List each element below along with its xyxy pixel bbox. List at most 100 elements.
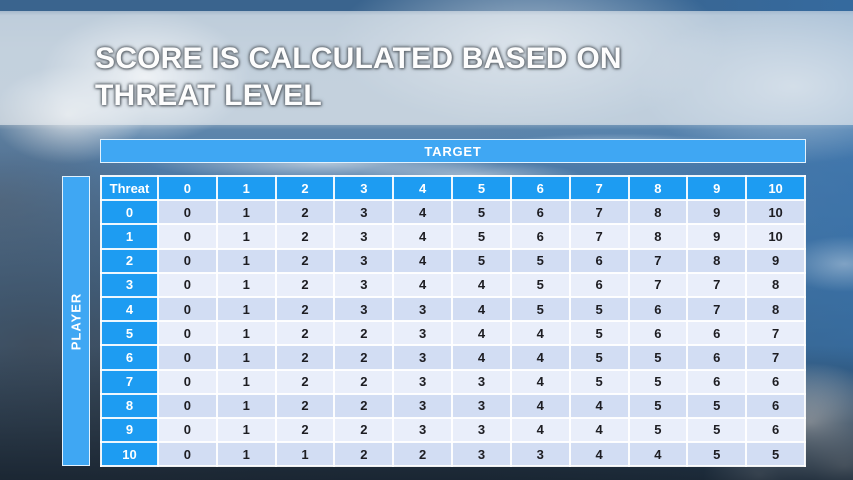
score-cell: 10 xyxy=(745,199,806,226)
score-cell: 4 xyxy=(392,271,454,298)
score-cell: 0 xyxy=(157,199,218,226)
score-cell: 4 xyxy=(568,416,630,444)
score-cell: 6 xyxy=(686,320,748,347)
player-row-header-4: 4 xyxy=(100,295,159,323)
score-cell: 9 xyxy=(686,199,748,226)
target-column-header-0: 0 xyxy=(157,174,218,202)
score-cell: 6 xyxy=(568,271,630,298)
score-cell: 3 xyxy=(333,199,395,226)
score-matrix-table: Threat 0 1 2 3 4 5 6 7 8 9 10 0 0 1 2 3 4 5 6 7 8 9 10 1 0 1 2 3 4 5 6… xyxy=(100,174,806,468)
score-cell: 0 xyxy=(157,392,218,419)
score-cell: 6 xyxy=(686,368,748,395)
score-cell: 2 xyxy=(333,344,395,371)
score-cell: 5 xyxy=(509,295,571,323)
score-cell: 4 xyxy=(509,320,571,347)
score-cell: 5 xyxy=(451,223,512,250)
score-cell: 6 xyxy=(745,416,806,444)
player-row-header-10: 10 xyxy=(100,441,159,468)
score-cell: 0 xyxy=(157,441,218,468)
score-cell: 5 xyxy=(568,344,630,371)
score-cell: 1 xyxy=(215,199,277,226)
score-cell: 3 xyxy=(392,295,454,323)
score-cell: 6 xyxy=(568,247,630,274)
score-cell: 4 xyxy=(509,368,571,395)
table-row-0: 0 0 1 2 3 4 5 6 7 8 9 10 xyxy=(100,199,806,226)
score-cell: 7 xyxy=(686,295,748,323)
target-column-header-2: 2 xyxy=(274,174,336,202)
score-cell: 0 xyxy=(157,247,218,274)
title-line-1: SCORE IS CALCULATED BASED ON xyxy=(95,42,622,75)
score-cell: 0 xyxy=(157,320,218,347)
score-cell: 5 xyxy=(568,368,630,395)
score-cell: 2 xyxy=(274,344,336,371)
score-cell: 7 xyxy=(627,247,689,274)
score-cell: 3 xyxy=(392,320,454,347)
score-cell: 4 xyxy=(392,223,454,250)
score-cell: 4 xyxy=(451,271,512,298)
score-cell: 4 xyxy=(451,344,512,371)
score-cell: 5 xyxy=(686,416,748,444)
score-cell: 5 xyxy=(627,416,689,444)
score-cell: 5 xyxy=(627,368,689,395)
title-line-2: THREAT LEVEL xyxy=(95,79,322,112)
score-cell: 3 xyxy=(333,247,395,274)
score-cell: 5 xyxy=(568,295,630,323)
score-cell: 4 xyxy=(451,320,512,347)
player-row-header-5: 5 xyxy=(100,320,159,347)
score-cell: 1 xyxy=(215,295,277,323)
score-cell: 8 xyxy=(627,199,689,226)
target-column-header-10: 10 xyxy=(745,174,806,202)
score-cell: 2 xyxy=(274,368,336,395)
score-cell: 3 xyxy=(392,392,454,419)
score-cell: 3 xyxy=(392,416,454,444)
score-cell: 3 xyxy=(392,368,454,395)
score-cell: 3 xyxy=(451,441,512,468)
score-cell: 9 xyxy=(686,223,748,250)
player-row-header-1: 1 xyxy=(100,223,159,250)
score-cell: 4 xyxy=(509,392,571,419)
target-column-header-7: 7 xyxy=(568,174,630,202)
target-column-header-1: 1 xyxy=(215,174,277,202)
score-cell: 7 xyxy=(745,320,806,347)
score-cell: 2 xyxy=(333,392,395,419)
score-cell: 0 xyxy=(157,368,218,395)
score-cell: 2 xyxy=(274,223,336,250)
score-cell: 8 xyxy=(745,271,806,298)
score-cell: 8 xyxy=(627,223,689,250)
score-cell: 2 xyxy=(274,199,336,226)
score-matrix-body: 0 0 1 2 3 4 5 6 7 8 9 10 1 0 1 2 3 4 5 6 7 8 9 10 2 0 1 2 3 4 5 5 6 7 8 9 3 0… xyxy=(100,199,806,468)
score-cell: 2 xyxy=(333,320,395,347)
score-cell: 1 xyxy=(215,247,277,274)
target-column-header-6: 6 xyxy=(509,174,571,202)
score-cell: 4 xyxy=(451,295,512,323)
score-cell: 2 xyxy=(274,295,336,323)
score-cell: 3 xyxy=(333,223,395,250)
target-axis-text: TARGET xyxy=(424,143,482,159)
score-cell: 3 xyxy=(333,271,395,298)
score-cell: 0 xyxy=(157,344,218,371)
score-cell: 0 xyxy=(157,223,218,250)
score-cell: 3 xyxy=(392,344,454,371)
score-cell: 7 xyxy=(686,271,748,298)
score-cell: 1 xyxy=(215,368,277,395)
score-cell: 0 xyxy=(157,271,218,298)
score-cell: 5 xyxy=(509,247,571,274)
title-band: SCORE IS CALCULATED BASED ON THREAT LEVE… xyxy=(0,11,853,125)
target-axis-label: TARGET xyxy=(100,139,806,163)
score-cell: 4 xyxy=(568,441,630,468)
score-cell: 5 xyxy=(686,392,748,419)
score-cell: 5 xyxy=(686,441,748,468)
score-cell: 7 xyxy=(568,223,630,250)
score-cell: 5 xyxy=(451,247,512,274)
player-axis-text: PLAYER xyxy=(68,292,84,350)
score-cell: 6 xyxy=(627,320,689,347)
target-column-header-8: 8 xyxy=(627,174,689,202)
score-cell: 5 xyxy=(627,392,689,419)
score-cell: 2 xyxy=(274,320,336,347)
